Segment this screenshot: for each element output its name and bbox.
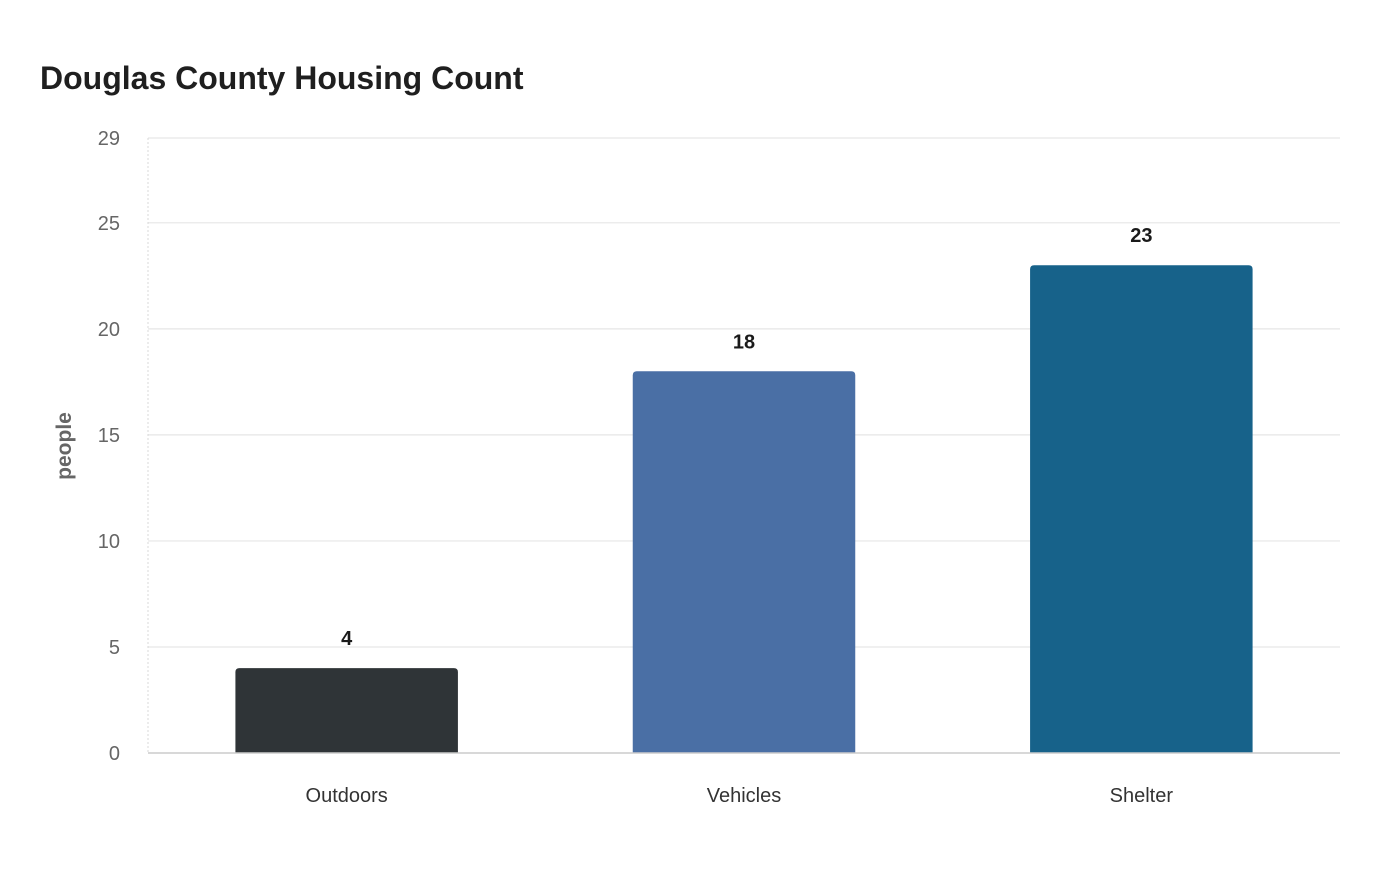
chart-title: Douglas County Housing Count bbox=[40, 60, 524, 96]
y-tick-label: 29 bbox=[98, 128, 120, 150]
bars bbox=[235, 265, 1253, 753]
x-axis-labels: Outdoors Vehicles Shelter bbox=[306, 785, 1174, 807]
data-label: 18 bbox=[733, 331, 755, 353]
bar-shelter bbox=[1030, 265, 1253, 753]
data-label: 4 bbox=[341, 628, 353, 650]
data-label: 23 bbox=[1130, 225, 1152, 247]
y-tick-label: 20 bbox=[98, 319, 120, 341]
bar-outdoors bbox=[235, 668, 458, 753]
y-tick-label: 15 bbox=[98, 425, 120, 447]
y-tick-label: 0 bbox=[109, 743, 120, 765]
y-axis-ticks: 0 5 10 15 20 25 29 bbox=[98, 128, 120, 765]
y-tick-label: 25 bbox=[98, 213, 120, 235]
y-axis-title: people bbox=[53, 412, 76, 480]
y-tick-label: 5 bbox=[109, 637, 120, 659]
x-tick-label: Vehicles bbox=[707, 785, 782, 807]
y-tick-label: 10 bbox=[98, 531, 120, 553]
value-labels: 4 18 23 bbox=[341, 225, 1152, 650]
x-tick-label: Outdoors bbox=[306, 785, 388, 807]
bar-vehicles bbox=[632, 371, 856, 753]
x-tick-label: Shelter bbox=[1110, 785, 1174, 807]
